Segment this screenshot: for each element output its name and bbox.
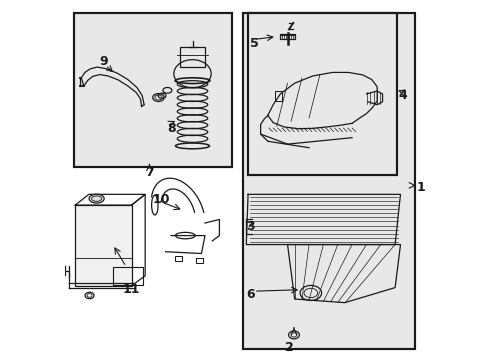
Bar [196,258,203,263]
Bar [280,34,294,40]
Bar [242,13,414,348]
Text: 3: 3 [246,220,254,233]
Text: 5: 5 [249,36,258,50]
Bar [74,13,231,167]
Bar [113,267,143,285]
Bar [247,13,396,175]
Bar [242,13,414,348]
Text: 2: 2 [285,341,293,354]
Bar [74,13,231,167]
Bar [174,256,182,261]
Text: 11: 11 [122,283,140,296]
Bar [247,13,396,175]
Text: 10: 10 [153,193,170,206]
Text: 9: 9 [99,55,108,68]
Text: 1: 1 [416,181,425,194]
Text: 8: 8 [167,122,176,135]
Ellipse shape [89,194,104,203]
Text: 6: 6 [246,288,254,301]
Bar [75,205,131,286]
Text: 4: 4 [398,89,407,102]
Bar [180,47,204,67]
Bar [274,91,282,101]
Text: 7: 7 [145,166,154,179]
